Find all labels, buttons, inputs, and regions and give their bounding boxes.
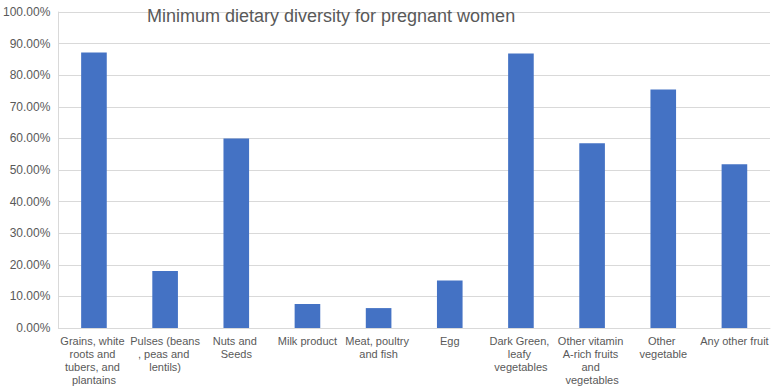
- svg-text:Seeds: Seeds: [221, 348, 253, 360]
- svg-text:plantains: plantains: [72, 374, 117, 386]
- svg-text:Minimum dietary diversity for: Minimum dietary diversity for pregnant w…: [147, 6, 515, 26]
- svg-text:vegetable: vegetable: [639, 348, 687, 360]
- svg-text:30.00%: 30.00%: [10, 226, 51, 240]
- svg-text:Other: Other: [648, 335, 679, 347]
- svg-text:Other vitamin: Other vitamin: [558, 335, 626, 347]
- svg-text:and: and: [581, 361, 602, 373]
- svg-text:20.00%: 20.00%: [10, 258, 51, 272]
- svg-text:Any other fruit: Any other fruit: [700, 335, 768, 347]
- svg-text:Nuts and: Nuts and: [213, 335, 260, 347]
- svg-text:50.00%: 50.00%: [10, 163, 51, 177]
- svg-text:Egg: Egg: [440, 335, 460, 347]
- svg-text:Grains, white: Grains, white: [60, 335, 127, 347]
- svg-text:, peas and: , peas and: [138, 348, 192, 360]
- svg-text:10.00%: 10.00%: [10, 289, 51, 303]
- svg-text:vegetables: vegetables: [494, 361, 548, 373]
- svg-text:0.00%: 0.00%: [16, 321, 50, 335]
- svg-text:lentils): lentils): [149, 361, 181, 373]
- svg-text:leafy: leafy: [508, 348, 534, 360]
- svg-text:roots and: roots and: [69, 348, 118, 360]
- svg-text:Pulses (beans: Pulses (beans: [130, 335, 200, 347]
- svg-text:60.00%: 60.00%: [10, 131, 51, 145]
- svg-text:tubers, and: tubers, and: [65, 361, 123, 373]
- svg-text:A-rich fruits: A-rich fruits: [563, 348, 622, 360]
- svg-text:90.00%: 90.00%: [10, 37, 51, 51]
- svg-text:100.00%: 100.00%: [3, 5, 51, 19]
- svg-text:40.00%: 40.00%: [10, 195, 51, 209]
- svg-text:and fish: and fish: [359, 348, 398, 360]
- svg-text:70.00%: 70.00%: [10, 100, 51, 114]
- svg-text:Meat, poultry: Meat, poultry: [345, 335, 412, 347]
- svg-text:Dark Green,: Dark Green,: [489, 335, 552, 347]
- svg-text:vegetables: vegetables: [565, 374, 619, 386]
- svg-text:80.00%: 80.00%: [10, 68, 51, 82]
- svg-text:Milk product: Milk product: [278, 335, 337, 347]
